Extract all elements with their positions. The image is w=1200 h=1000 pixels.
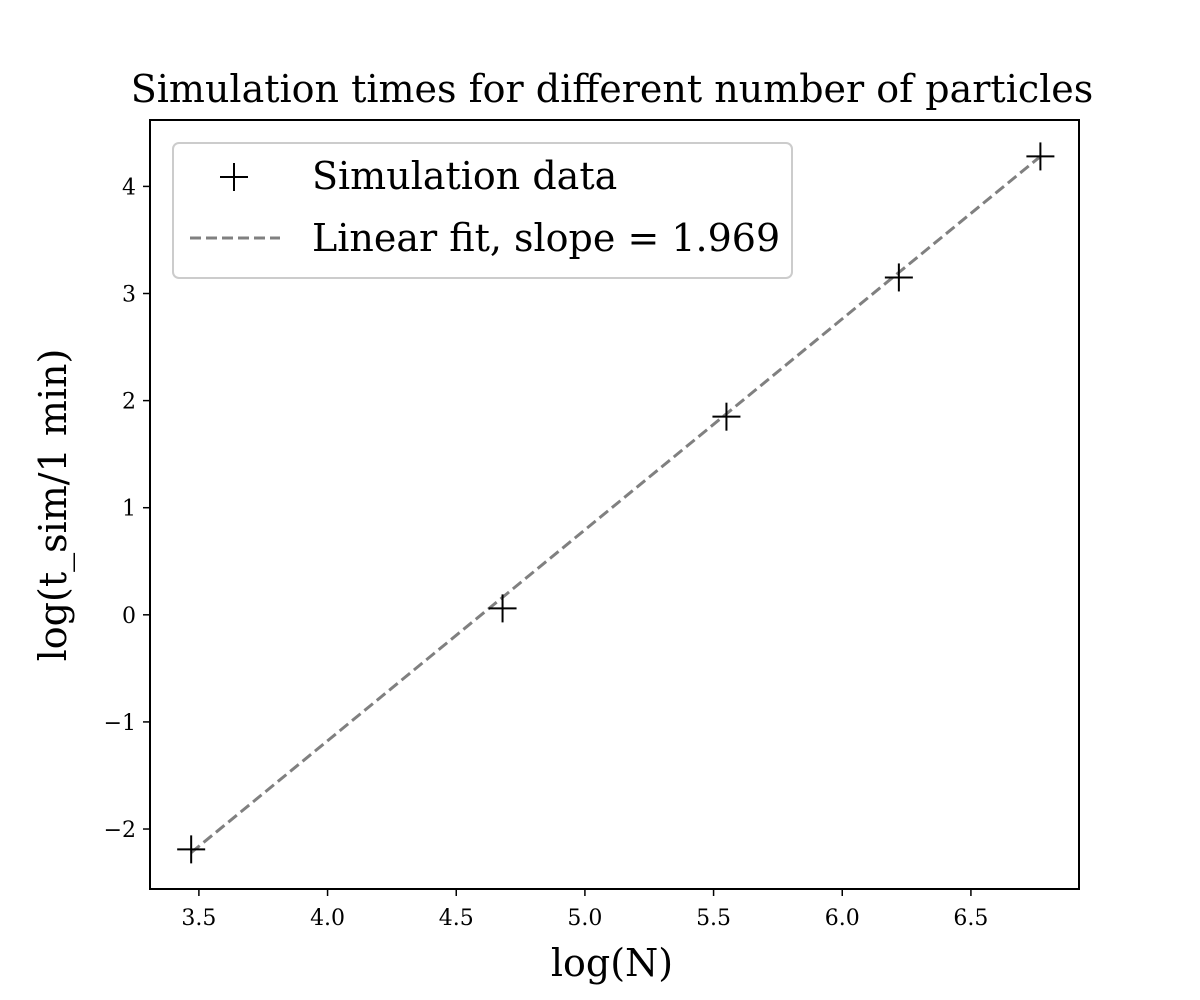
data-point [712, 402, 741, 431]
y-tick-label: −1 [104, 711, 136, 736]
x-axis-ticks: 3.5 4.0 4.5 5.0 5.5 6.0 6.5 [181, 889, 988, 931]
legend: Simulation data Linear fit, slope = 1.96… [172, 142, 793, 279]
x-axis-label: log(N) [551, 941, 673, 985]
y-tick-label: 1 [122, 497, 136, 522]
plot-area [149, 119, 1080, 890]
data-point [1026, 142, 1055, 171]
x-tick-label: 6.0 [825, 906, 860, 931]
legend-label-simulation-data: Simulation data [312, 154, 617, 198]
y-tick-label: 4 [122, 175, 136, 200]
data-point [488, 594, 517, 623]
y-tick-label: 2 [122, 390, 136, 415]
x-tick-label: 4.0 [310, 906, 345, 931]
legend-marker-plus-icon [220, 163, 248, 191]
series-layer [177, 142, 1055, 864]
chart-title: Simulation times for different number of… [131, 67, 1094, 111]
x-tick-label: 5.0 [567, 906, 602, 931]
x-tick-label: 6.5 [953, 906, 988, 931]
x-tick-label: 4.5 [439, 906, 474, 931]
data-point [177, 835, 206, 864]
x-tick-label: 3.5 [181, 906, 216, 931]
y-tick-label: 3 [122, 283, 136, 308]
data-point [884, 263, 913, 292]
y-axis-label: log(t_sim/1 min) [31, 349, 76, 662]
legend-label-linear-fit: Linear fit, slope = 1.969 [312, 216, 780, 260]
y-tick-label: 0 [122, 604, 136, 629]
legend-box [172, 142, 793, 279]
y-axis-ticks: −2 −1 0 1 2 3 4 [104, 175, 150, 843]
x-tick-label: 5.5 [696, 906, 731, 931]
y-tick-label: −2 [104, 818, 136, 843]
